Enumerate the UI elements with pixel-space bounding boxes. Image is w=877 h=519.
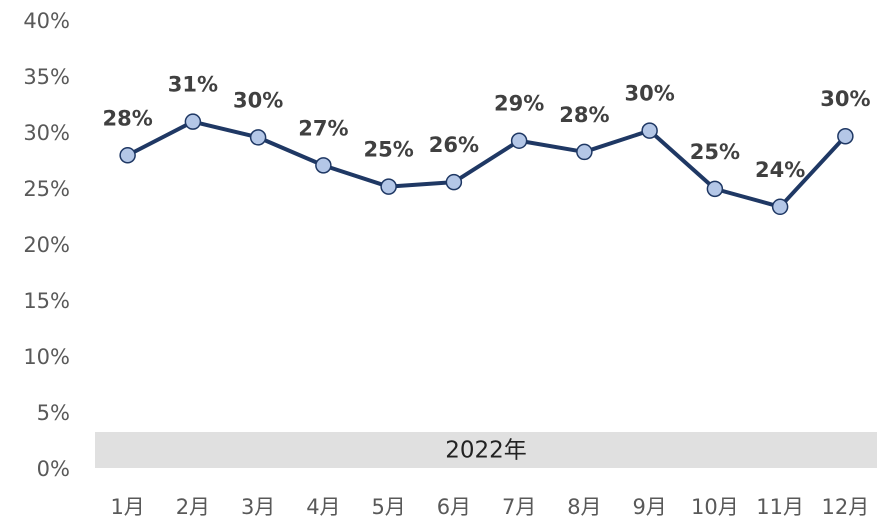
data-label: 30% (820, 87, 870, 111)
data-label: 29% (494, 92, 544, 116)
marker (119, 147, 136, 164)
y-tick-label: 40% (23, 9, 70, 33)
data-label: 28% (102, 106, 152, 130)
marker (249, 129, 267, 146)
marker (510, 132, 528, 149)
marker (576, 143, 593, 161)
x-tick-label: 12月 (822, 495, 870, 519)
marker (445, 173, 463, 191)
x-tick-label: 7月 (502, 495, 536, 519)
y-tick-label: 25% (23, 177, 70, 201)
x-tick-label: 9月 (632, 495, 666, 519)
line (126, 119, 847, 209)
data-label: 25% (363, 138, 413, 162)
group-label: 2022年 (445, 438, 527, 464)
x-tick-label: 10月 (691, 495, 739, 519)
marker (184, 113, 202, 130)
y-tick-label: 30% (23, 121, 70, 145)
marker (315, 157, 332, 174)
y-tick-label: 20% (23, 233, 70, 257)
x-tick-label: 4月 (306, 495, 340, 519)
x-tick-label: 1月 (110, 495, 144, 519)
y-tick-label: 0% (37, 457, 70, 481)
data-label: 30% (624, 82, 674, 106)
data-label: 26% (429, 133, 479, 157)
x-tick-label: 3月 (241, 495, 275, 519)
data-label: 28% (559, 103, 609, 127)
marker (641, 122, 658, 139)
y-tick-label: 10% (23, 345, 70, 369)
x-tick-label: 11月 (756, 495, 804, 519)
data-label: 30% (233, 88, 283, 112)
y-tick-label: 5% (37, 401, 70, 425)
marker (706, 180, 724, 198)
x-tick-label: 5月 (371, 495, 405, 519)
marker (837, 127, 854, 145)
y-tick-label: 35% (23, 65, 70, 89)
data-label: 31% (168, 73, 218, 97)
data-label: 25% (690, 140, 740, 164)
marker (380, 178, 397, 195)
data-label: 24% (755, 158, 805, 182)
x-tick-label: 6月 (437, 495, 471, 519)
x-tick-label: 2月 (176, 495, 210, 519)
y-tick-label: 15% (23, 289, 70, 313)
marker (771, 198, 789, 216)
group-band (95, 432, 877, 468)
x-tick-label: 8月 (567, 495, 601, 519)
data-label: 27% (298, 116, 348, 140)
